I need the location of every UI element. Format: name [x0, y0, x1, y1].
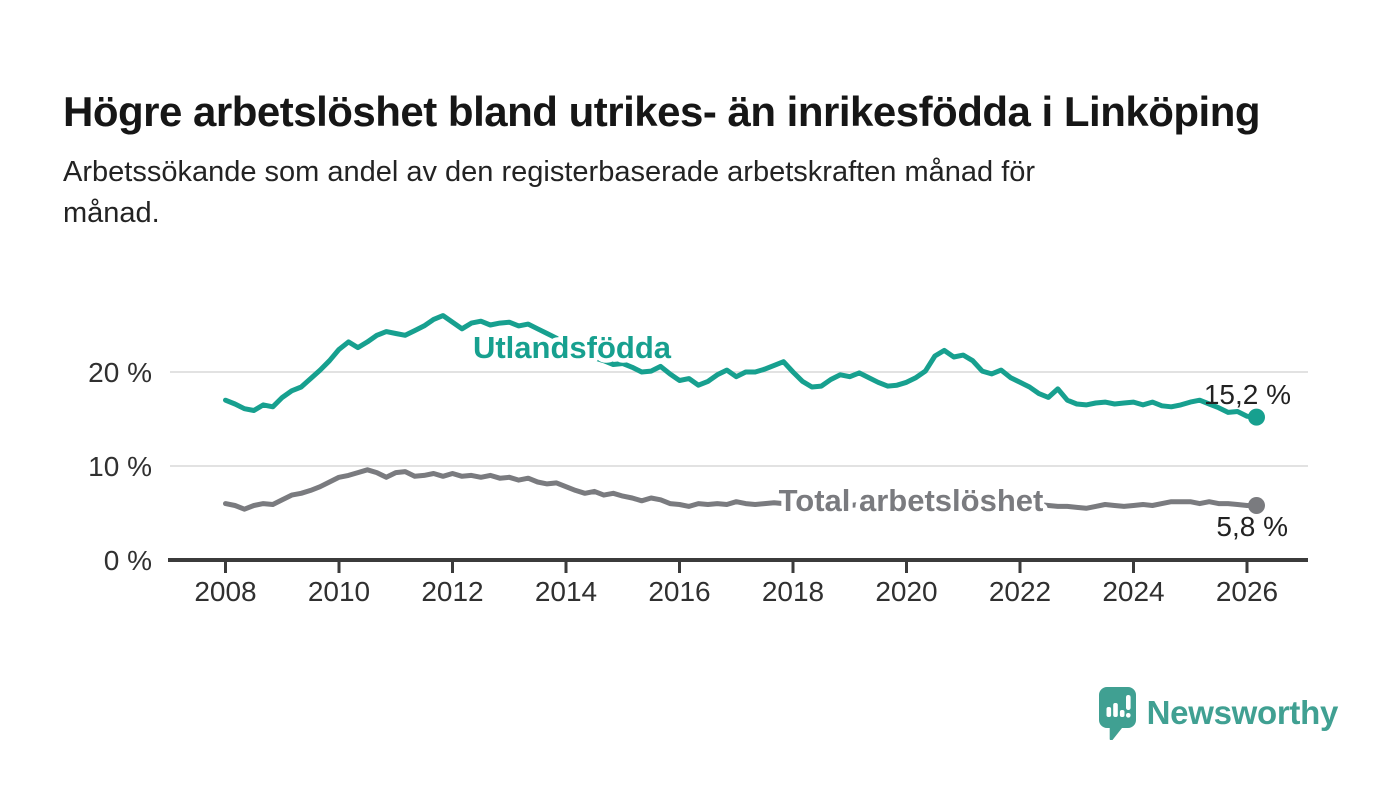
- y-tick-label-10: 10 %: [88, 451, 152, 482]
- x-tick-label-2010: 2010: [308, 576, 370, 607]
- x-tick-label-2026: 2026: [1216, 576, 1278, 607]
- page-title: Högre arbetslöshet bland utrikes- än inr…: [63, 88, 1261, 136]
- series-line-total-arbetsloshet: [223, 467, 1259, 512]
- y-tick-label-0: 0 %: [104, 545, 152, 576]
- bar-chart-glyph: [1106, 695, 1131, 718]
- x-tick-label-2016: 2016: [648, 576, 710, 607]
- x-tick-label-2014: 2014: [535, 576, 597, 607]
- x-tick-label-2012: 2012: [421, 576, 483, 607]
- page-subtitle-line-2: månad.: [63, 197, 160, 229]
- page-subtitle-line-1: Arbetssökande som andel av den registerb…: [63, 156, 1036, 188]
- speech-bubble-bar-chart-icon: [1098, 687, 1136, 740]
- y-tick-label-20: 20 %: [88, 357, 152, 388]
- newsworthy-logo: Newsworthy: [1098, 686, 1339, 740]
- x-tick-label-2022: 2022: [989, 576, 1051, 607]
- end-dot-total-arbetsloshet: [1248, 497, 1265, 514]
- x-tick-label-2020: 2020: [875, 576, 937, 607]
- end-dot-utlandsfodda: [1248, 408, 1265, 426]
- series-line-utlandsfodda: [223, 313, 1259, 420]
- newsworthy-logo-text: Newsworthy: [1146, 694, 1339, 731]
- x-tick-label-2024: 2024: [1102, 576, 1164, 607]
- end-value-label-utlandsfodda: 15,2 %: [1204, 379, 1291, 410]
- page-subtitle: Arbetssökande som andel av den registerb…: [63, 152, 1035, 234]
- series-label-utlandsfodda: Utlandsfödda: [473, 330, 672, 365]
- end-value-label-total-arbetsloshet: 5,8 %: [1216, 511, 1288, 542]
- series-label-total-arbetsloshet: Total arbetslöshet: [779, 483, 1044, 518]
- x-tick-label-2018: 2018: [762, 576, 824, 607]
- x-tick-label-2008: 2008: [194, 576, 256, 607]
